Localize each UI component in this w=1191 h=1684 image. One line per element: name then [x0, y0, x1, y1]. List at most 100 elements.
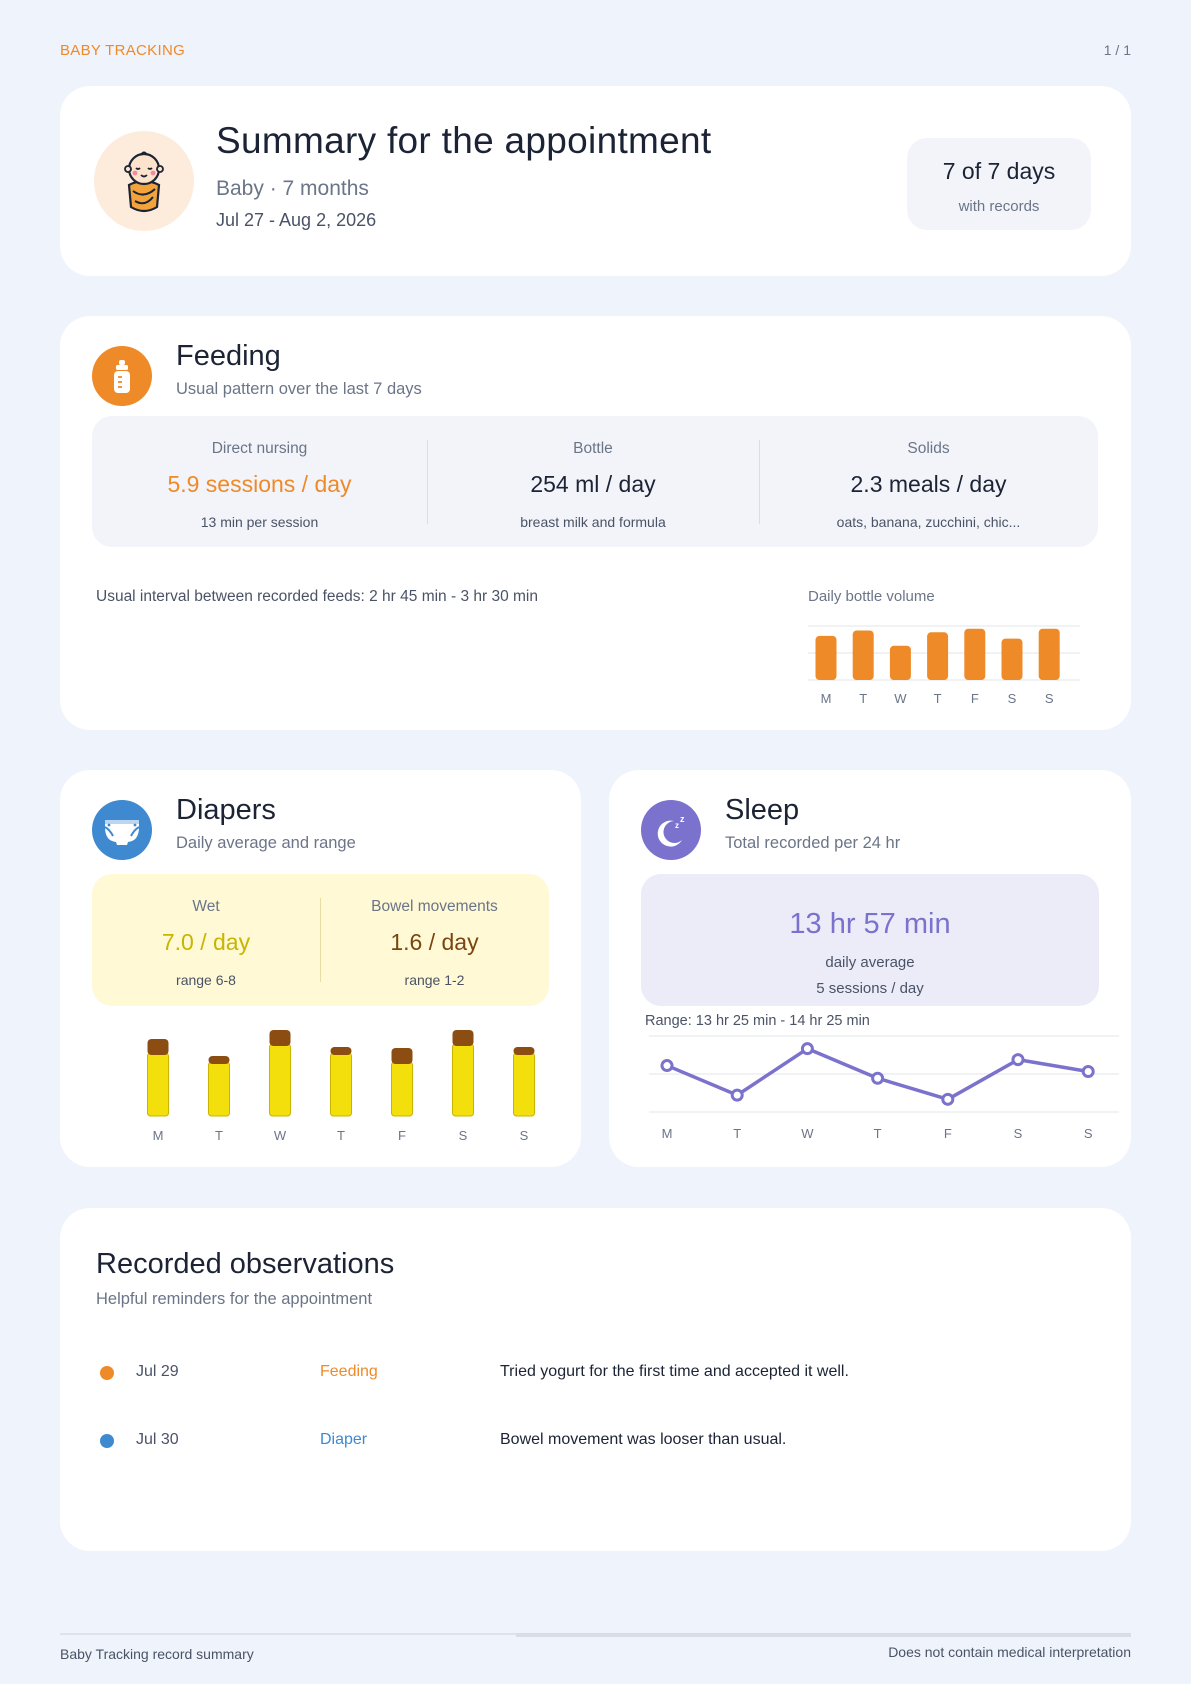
sleep-sessions: 5 sessions / day: [816, 980, 924, 997]
feeding-interval: Usual interval between recorded feeds: 2…: [96, 588, 538, 605]
svg-text:z: z: [675, 821, 679, 830]
observation-date: Jul 29: [136, 1363, 179, 1380]
stat-note: oats, banana, zucchini, chic...: [836, 514, 1021, 530]
diapers-card: Diapers Daily average and range Wet 7.0 …: [60, 770, 581, 1167]
bowel-bar: [391, 1048, 413, 1064]
stat-note: breast milk and formula: [520, 514, 666, 530]
bottle-bar: [1038, 628, 1060, 680]
x-tick-label: M: [153, 1128, 164, 1143]
svg-text:z: z: [673, 833, 677, 840]
x-tick-label: S: [1084, 1126, 1093, 1141]
feeding-stats-panel: Direct nursing 5.9 sessions / day 13 min…: [92, 416, 1098, 547]
diapers-icon-circle: [92, 800, 152, 860]
stat-value: 2.3 meals / day: [850, 471, 1007, 497]
sleep-title: Sleep: [725, 794, 800, 826]
bottle-bar: [815, 635, 837, 680]
x-tick-label: S: [1008, 691, 1017, 706]
feeding-title: Feeding: [176, 340, 281, 372]
wet-stat: Wet 7.0 / day range 6-8: [92, 874, 320, 1005]
stat-note: 13 min per session: [200, 514, 319, 530]
observations-subtitle: Helpful reminders for the appointment: [96, 1290, 373, 1308]
observation-row: Jul 30 Diaper Bowel movement was looser …: [96, 1426, 1096, 1456]
observation-category: Feeding: [320, 1363, 378, 1380]
baby-avatar: [94, 131, 194, 231]
x-tick-label: F: [944, 1126, 952, 1141]
stat-label: Wet: [192, 898, 220, 915]
bottle-chart-title: Daily bottle volume: [808, 588, 935, 605]
sleep-average-label: daily average: [825, 954, 915, 971]
footer-left-text: Baby Tracking record summary: [60, 1646, 254, 1662]
bowel-bar: [147, 1039, 169, 1055]
summary-header-card: Summary for the appointment Baby · 7 mon…: [60, 86, 1131, 276]
diapers-title: Diapers: [176, 794, 276, 826]
diapers-subtitle: Daily average and range: [176, 834, 356, 852]
x-tick-label: S: [459, 1128, 468, 1143]
page-number: 1 / 1: [1103, 42, 1131, 58]
x-tick-label: T: [934, 691, 942, 706]
x-tick-label: W: [894, 691, 907, 706]
footer-right-text: Does not contain medical interpretation: [888, 1644, 1131, 1660]
footer-divider-accent: [516, 1633, 1131, 1637]
x-tick-label: M: [821, 691, 832, 706]
wet-bar: [147, 1052, 169, 1117]
feeding-icon-circle: [92, 346, 152, 406]
solids-stat: Solids 2.3 meals / day oats, banana, zuc…: [759, 416, 1098, 547]
bottle-bar: [889, 645, 911, 680]
sleep-point: [730, 1088, 744, 1102]
feeding-subtitle: Usual pattern over the last 7 days: [176, 380, 422, 398]
x-tick-label: F: [971, 691, 979, 706]
bowel-bar: [330, 1047, 352, 1055]
wet-bar: [208, 1061, 230, 1117]
x-tick-label: S: [520, 1128, 529, 1143]
wet-bar: [513, 1052, 535, 1117]
diaper-icon: [104, 820, 140, 845]
stat-value: 7.0 / day: [161, 929, 251, 955]
diaper-stats-panel: Wet 7.0 / day range 6-8 Bowel movements …: [92, 874, 549, 1006]
svg-text:z: z: [680, 814, 685, 824]
bottle-bar: [1001, 638, 1023, 680]
sleep-average-value: 13 hr 57 min: [789, 908, 951, 940]
wet-bar: [330, 1052, 352, 1117]
days-recorded-label: with records: [958, 198, 1040, 215]
sleep-point: [871, 1071, 885, 1085]
bowel-bar: [269, 1030, 291, 1046]
stat-label: Bowel movements: [371, 898, 498, 915]
sleep-point: [941, 1092, 955, 1106]
page-title: Summary for the appointment: [216, 120, 712, 161]
stat-label: Solids: [907, 440, 950, 457]
date-range: Jul 27 - Aug 2, 2026: [216, 210, 377, 230]
observation-text: Bowel movement was looser than usual.: [500, 1431, 787, 1448]
bottle-icon: [114, 360, 130, 393]
x-tick-label: T: [859, 691, 867, 706]
stat-note: range 1-2: [404, 972, 465, 988]
wet-bar: [269, 1043, 291, 1117]
bottle-stat: Bottle 254 ml / day breast milk and form…: [427, 416, 759, 547]
bottle-bar: [927, 632, 949, 680]
sleep-point: [1081, 1064, 1095, 1078]
stat-divider: [320, 898, 321, 982]
baby-age: Baby · 7 months: [216, 177, 369, 200]
observations-card: Recorded observations Helpful reminders …: [60, 1208, 1131, 1551]
x-tick-label: T: [733, 1126, 741, 1141]
sleep-point: [800, 1042, 814, 1056]
observation-row: Jul 29 Feeding Tried yogurt for the firs…: [96, 1358, 1096, 1388]
direct-nursing-stat: Direct nursing 5.9 sessions / day 13 min…: [92, 416, 427, 547]
observation-date: Jul 30: [136, 1431, 179, 1448]
feeding-card: Feeding Usual pattern over the last 7 da…: [60, 316, 1131, 730]
sleep-point: [660, 1059, 674, 1073]
x-tick-label: S: [1045, 691, 1054, 706]
stat-divider: [427, 440, 428, 524]
wet-bar: [391, 1061, 413, 1117]
sleep-average-panel: 13 hr 57 min daily average 5 sessions / …: [641, 874, 1099, 1006]
x-tick-label: T: [337, 1128, 345, 1143]
sleep-range: Range: 13 hr 25 min - 14 hr 25 min: [645, 1013, 870, 1029]
bottle-bar: [852, 630, 874, 680]
sleep-card: z z z Sleep Total recorded per 24 hr 13 …: [609, 770, 1131, 1167]
x-tick-label: M: [662, 1126, 673, 1141]
bowel-stat: Bowel movements 1.6 / day range 1-2: [320, 874, 549, 1005]
bowel-bar: [208, 1056, 230, 1064]
swaddled-baby-icon: [124, 151, 164, 213]
stat-value: 1.6 / day: [390, 929, 479, 955]
